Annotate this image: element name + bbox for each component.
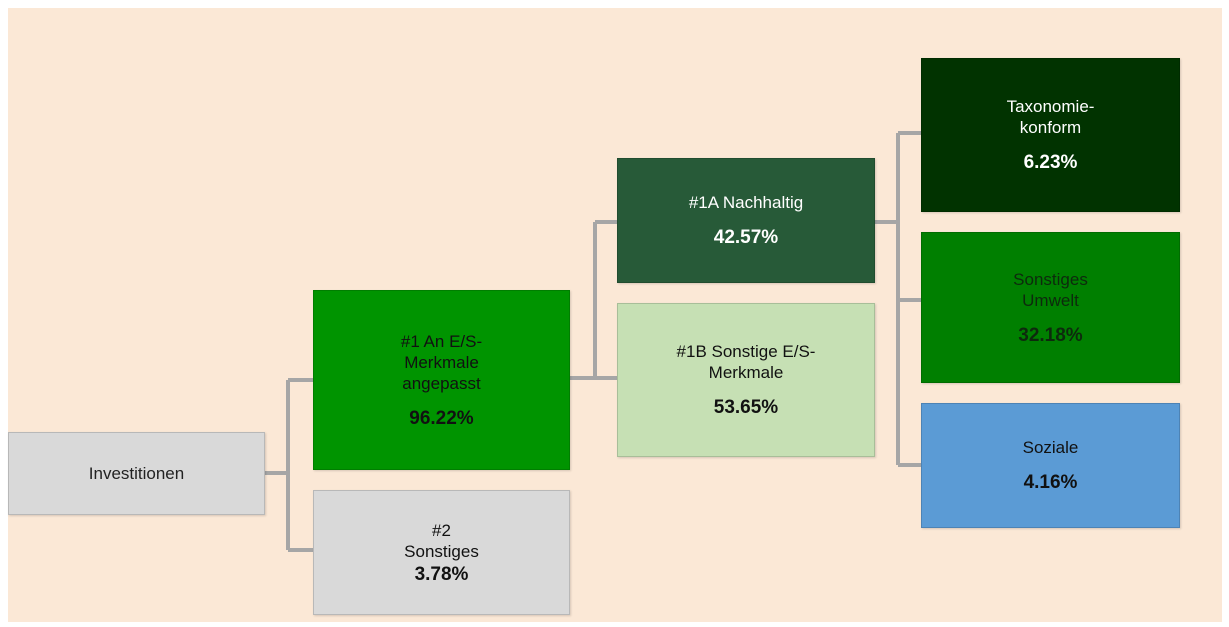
node-label: Investitionen: [88, 464, 185, 483]
connector: [875, 131, 921, 467]
node: Soziale 4.16%: [921, 403, 1180, 528]
node-label: #1A Nachhaltig: [688, 193, 804, 212]
node: #1A Nachhaltig 42.57%: [617, 158, 875, 283]
node-value: 6.23%: [1023, 152, 1078, 173]
node-label: Soziale: [1022, 438, 1079, 457]
node-value: 42.57%: [713, 227, 779, 248]
node: Investitionen: [8, 432, 265, 515]
node-label: #2 Sonstiges: [404, 520, 479, 561]
node-value: 3.78%: [414, 563, 469, 585]
node-label: Taxonomie- konform: [1006, 97, 1095, 137]
node: Sonstiges Umwelt 32.18%: [921, 232, 1180, 383]
connector: [265, 378, 313, 552]
node-label: #1 An E/S- Merkmale angepasst: [400, 331, 483, 393]
node-label: Sonstiges Umwelt: [1013, 269, 1088, 310]
node-value: 32.18%: [1018, 324, 1083, 346]
node-value: 4.16%: [1023, 472, 1078, 493]
connector: [570, 220, 617, 380]
node-label: #1B Sonstige E/S- Merkmale: [676, 342, 816, 382]
node: Taxonomie- konform 6.23%: [921, 58, 1180, 212]
node: #1B Sonstige E/S- Merkmale 53.65%: [617, 303, 875, 457]
node: #1 An E/S- Merkmale angepasst 96.22%: [313, 290, 570, 470]
node-value: 53.65%: [713, 397, 779, 418]
node: #2 Sonstiges 3.78%: [313, 490, 570, 615]
node-value: 96.22%: [409, 407, 474, 429]
